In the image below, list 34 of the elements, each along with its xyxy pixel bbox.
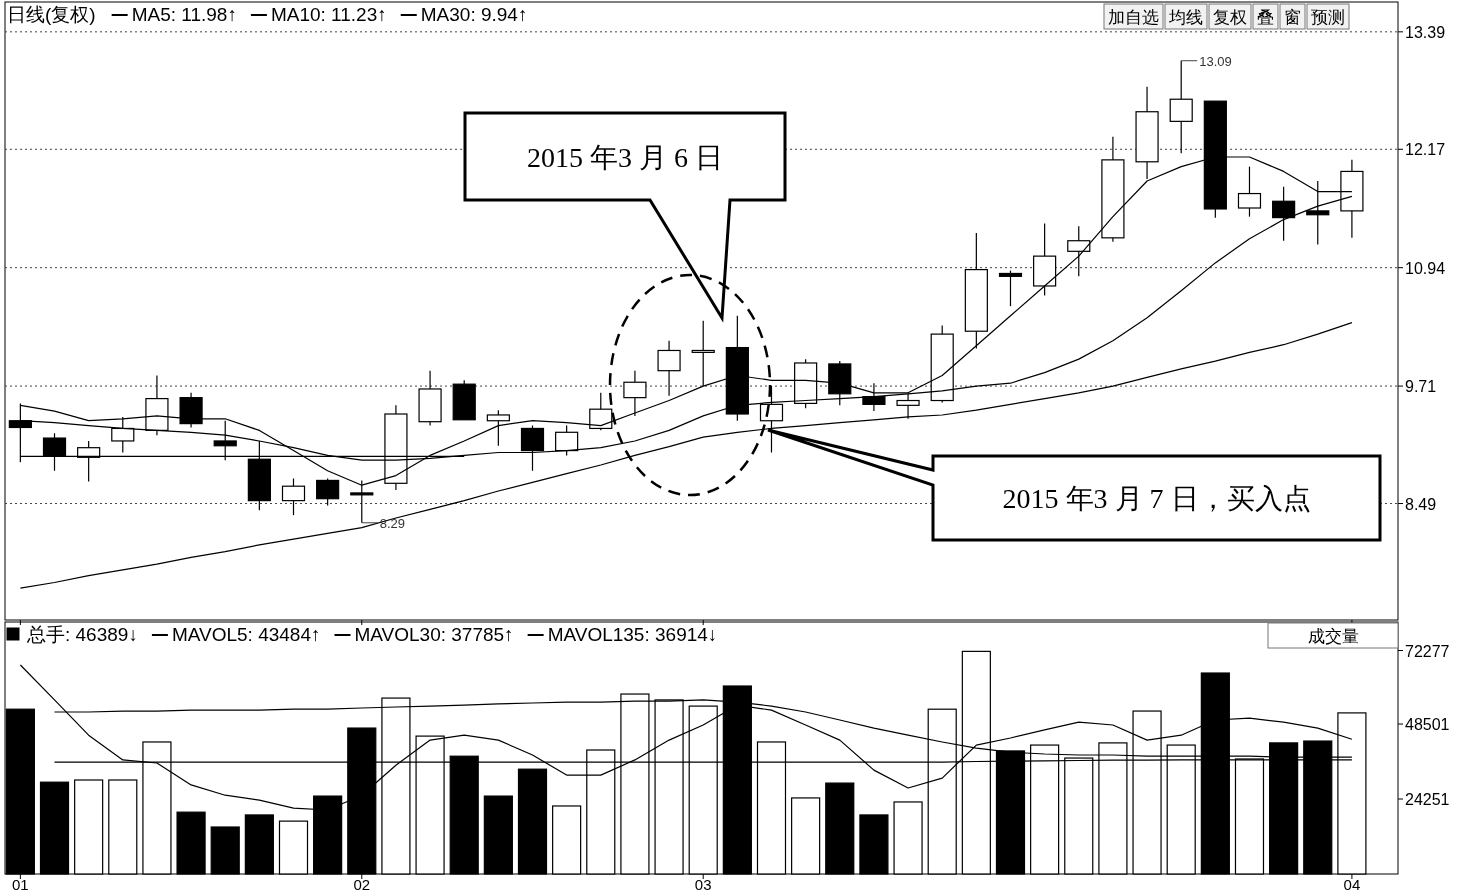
y-tick-label: 72277 <box>1405 642 1450 660</box>
dropdown: 成交量 <box>1267 622 1399 649</box>
x-tick-label: 03 <box>694 876 712 892</box>
y-tick-label: 10.94 <box>1405 259 1446 277</box>
button: 预测 <box>1306 3 1350 30</box>
x-tick-label: 04 <box>1343 876 1361 892</box>
button: 窗 <box>1279 3 1306 30</box>
y-tick-label: 48501 <box>1405 716 1450 734</box>
annotation: 2015 年3 月 6 日 <box>527 141 723 173</box>
annotation: 13.09 <box>1199 53 1232 69</box>
y-tick-label: 13.39 <box>1405 23 1446 41</box>
legend-label: MAVOL5: 43484↑ <box>171 624 321 645</box>
annotation: 成交量 <box>1307 627 1359 646</box>
y-tick-label: 8.49 <box>1405 495 1437 513</box>
annotation: 2015 年3 月 7 日，买入点 <box>1002 483 1311 514</box>
x-tick-label: 01 <box>12 876 29 892</box>
y-tick-label: 9.71 <box>1405 378 1437 396</box>
legend-label: MA5: 11.98↑ <box>131 4 237 25</box>
callout: 2015 年3 月 6 日 <box>463 111 787 323</box>
x-tick-label: 02 <box>353 876 371 892</box>
y-tick-label: 12.17 <box>1405 141 1446 159</box>
callout: 2015 年3 月 7 日，买入点 <box>766 428 1382 542</box>
annotation: 8.29 <box>379 515 406 531</box>
chart-title: 日线(复权) <box>7 4 96 25</box>
legend-label: MAVOL30: 37785↑ <box>354 624 514 645</box>
legend-label: 总手: 46389↓ <box>26 624 138 645</box>
button: 复权 <box>1208 3 1252 30</box>
legend-label: MA10: 11.23↑ <box>270 4 387 25</box>
button: 叠 <box>1252 3 1279 30</box>
button: 均线 <box>1164 3 1208 30</box>
button: 加自选 <box>1103 3 1164 30</box>
legend-label: MA30: 9.94↑ <box>420 4 528 25</box>
y-tick-label: 24251 <box>1405 791 1450 809</box>
legend-label: MAVOL135: 36914↓ <box>547 624 718 645</box>
